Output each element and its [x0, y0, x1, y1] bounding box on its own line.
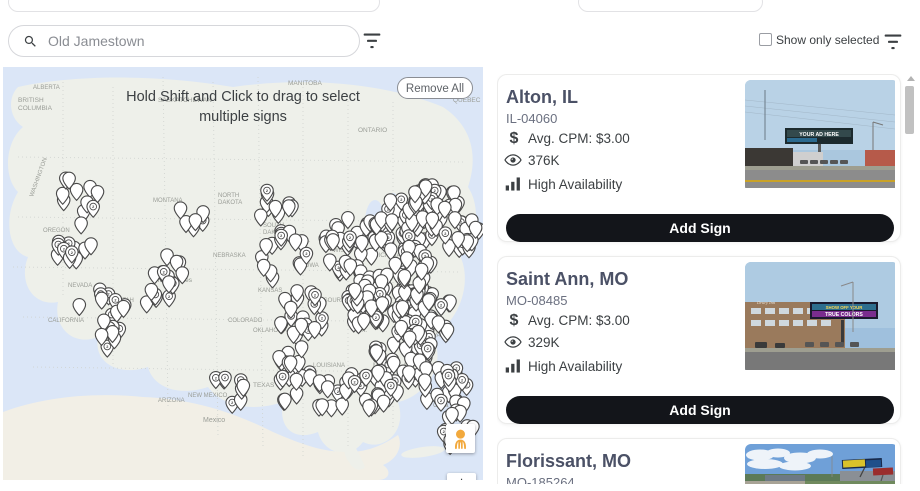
svg-text:ARIZONA: ARIZONA	[158, 398, 185, 404]
svg-text:DAKOTA: DAKOTA	[218, 200, 242, 206]
svg-text:ONTARIO: ONTARIO	[358, 127, 387, 134]
svg-text:TRUE COLORS: TRUE COLORS	[825, 312, 863, 318]
svg-text:NEBRASKA: NEBRASKA	[213, 253, 246, 259]
svg-text:SHOW OFF YOUR: SHOW OFF YOUR	[826, 305, 864, 310]
svg-text:CALIFORNIA: CALIFORNIA	[48, 318, 84, 324]
svg-text:COLORADO: COLORADO	[228, 318, 263, 324]
svg-text:NORTH: NORTH	[218, 193, 239, 199]
svg-text:KANSAS: KANSAS	[258, 288, 282, 294]
svg-text:Mexico: Mexico	[203, 417, 225, 424]
svg-text:NEVADA: NEVADA	[68, 283, 92, 289]
svg-text:OREGON: OREGON	[43, 228, 70, 234]
svg-text:LOUISIANA: LOUISIANA	[313, 363, 345, 369]
svg-text:TEXAS: TEXAS	[253, 382, 275, 389]
svg-text:NEW MEXICO: NEW MEXICO	[188, 393, 228, 399]
svg-text:Drury Inn: Drury Inn	[756, 300, 776, 305]
svg-text:MANITOBA: MANITOBA	[288, 80, 322, 87]
svg-text:YOUR AD HERE: YOUR AD HERE	[799, 132, 839, 138]
